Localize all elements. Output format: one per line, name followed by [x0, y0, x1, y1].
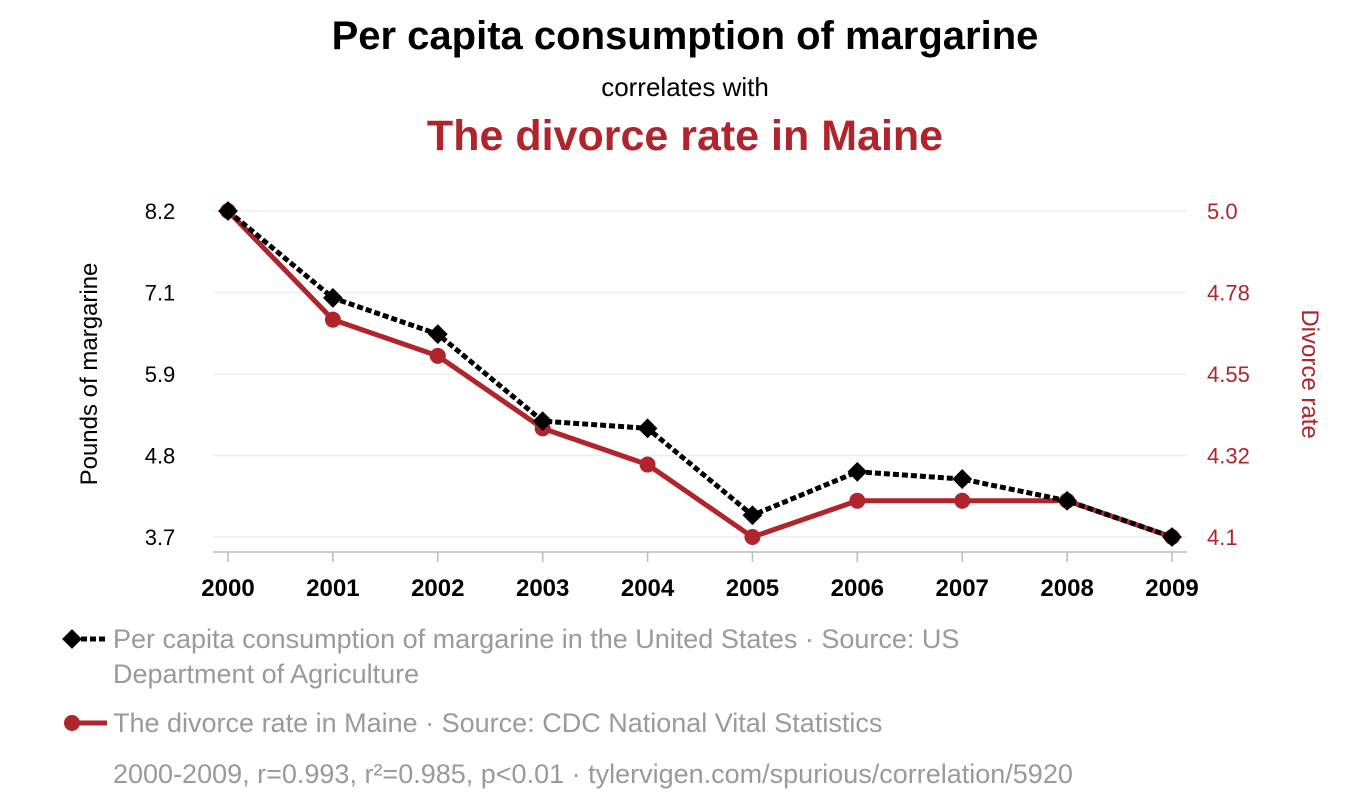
y-left-axis-label: Pounds of margarine [76, 263, 103, 486]
x-tick-label: 2000 [201, 575, 254, 602]
margarine-point [532, 411, 553, 431]
y-right-tick-label: 4.55 [1207, 362, 1250, 387]
margarine-point [1162, 527, 1182, 547]
chart-title-secondary: The divorce rate in Maine [426, 112, 944, 160]
margarine-point [427, 324, 448, 345]
divorce-point [639, 456, 656, 473]
y-left-tick-label: 7.1 [145, 281, 176, 306]
x-tick-label: 2001 [306, 575, 359, 602]
legend-markers [62, 629, 107, 731]
legend-circle-icon [64, 715, 80, 731]
footnote: 2000-2009, r=0.993, r²=0.985, p<0.01 · t… [113, 759, 1073, 789]
x-tick-label: 2007 [936, 575, 989, 602]
y-left-tick-label: 5.9 [145, 362, 176, 387]
chart-title: Per capita consumption of margarine [331, 14, 1039, 58]
x-tick-label: 2003 [516, 575, 569, 602]
margarine-point [218, 201, 238, 221]
y-right-tick-label: 4.78 [1207, 281, 1250, 306]
margarine-point [637, 418, 658, 439]
divorce-point [324, 311, 341, 328]
series-margarine-line [226, 209, 1173, 540]
divorce-point [744, 529, 761, 545]
divorce-point [849, 492, 866, 509]
y-right-tick-label: 5.0 [1207, 199, 1238, 224]
chart-subtitle: correlates with [601, 72, 769, 102]
chart-plot: 8.2 7.1 5.9 4.8 3.7 5.0 4.78 4.55 4.32 4.1 2000 200… [76, 199, 1323, 602]
margarine-point [1057, 490, 1078, 511]
y-left-tick-label: 4.8 [145, 444, 176, 469]
y-right-axis-label: Divorce rate [1296, 309, 1323, 438]
legend-diamond-icon [62, 629, 82, 649]
y-left-tick-label: 8.2 [145, 199, 176, 224]
margarine-point [322, 288, 343, 308]
x-tick-label: 2005 [726, 575, 779, 602]
series-divorce-line [226, 209, 1173, 540]
x-tick-label: 2004 [621, 575, 675, 602]
x-tick-label: 2009 [1145, 575, 1198, 602]
y-right-tick-label: 4.32 [1207, 444, 1250, 469]
divorce-point [429, 347, 446, 364]
margarine-point [742, 505, 763, 526]
x-tick-label: 2008 [1040, 575, 1093, 602]
x-tick-label: 2006 [831, 575, 884, 602]
legend-item-divorce: The divorce rate in Maine · Source: CDC … [113, 708, 883, 738]
legend-item-margarine: Per capita consumption of margarine in t… [113, 624, 960, 689]
x-tick-label: 2002 [411, 575, 464, 602]
y-left-tick-label: 3.7 [145, 525, 176, 550]
divorce-point [954, 492, 971, 509]
margarine-point [847, 461, 868, 482]
y-right-tick-label: 4.1 [1207, 525, 1238, 550]
margarine-point [952, 469, 973, 489]
